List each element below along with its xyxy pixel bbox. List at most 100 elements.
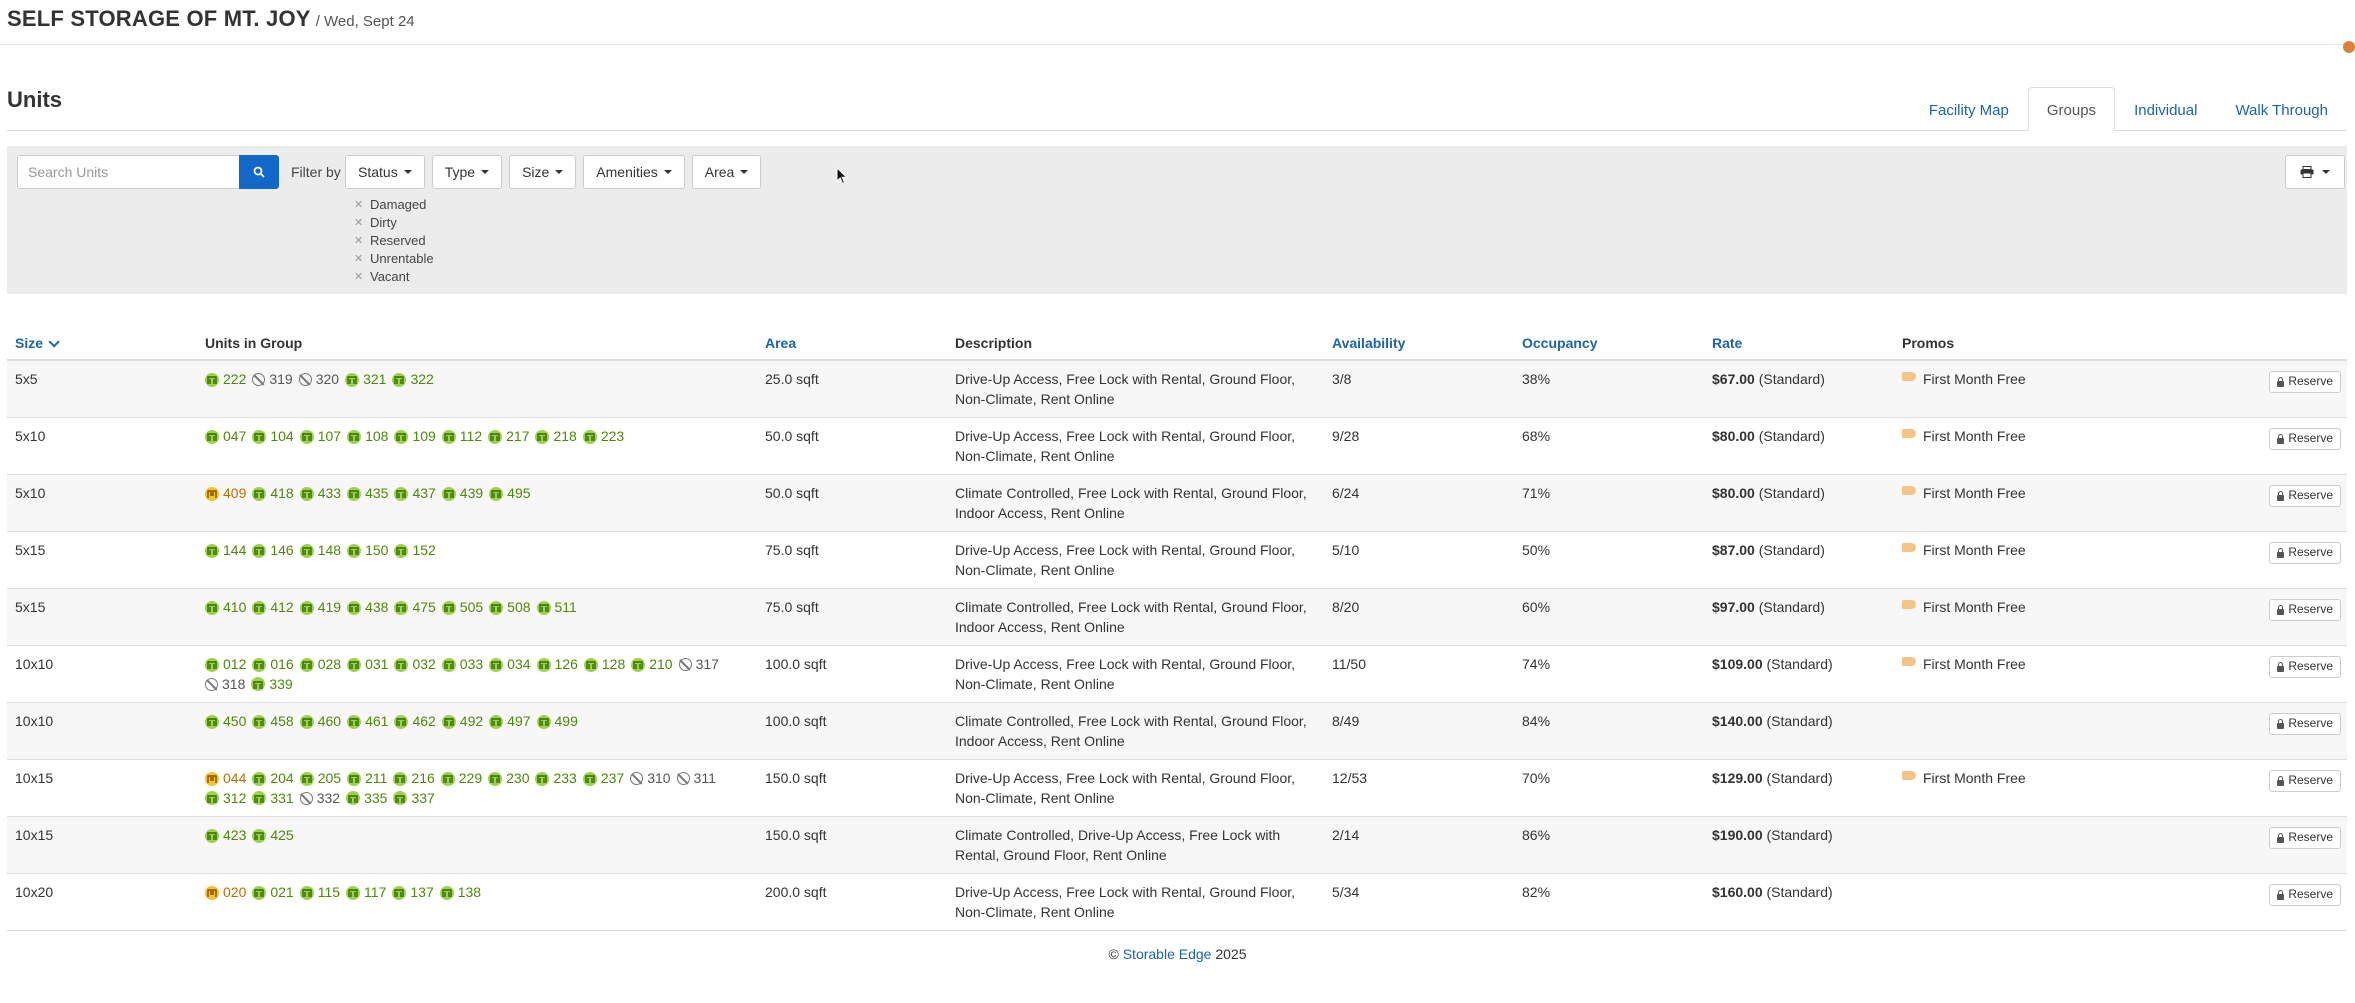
unit-link[interactable]: 425	[252, 826, 294, 846]
unit-link[interactable]: 138	[439, 883, 481, 903]
column-header-size[interactable]: Size	[7, 335, 197, 351]
column-header-area[interactable]: Area	[765, 334, 797, 351]
unit-link[interactable]: 115	[299, 883, 340, 903]
unit-link[interactable]: 044	[205, 769, 246, 789]
unit-link[interactable]: 210	[631, 655, 673, 675]
filter-chip-damaged[interactable]: ✕ Damaged	[354, 195, 434, 213]
size-filter-button[interactable]: Size	[509, 155, 577, 189]
unit-link[interactable]: 319	[252, 370, 293, 390]
unit-link[interactable]: 216	[393, 769, 435, 789]
unit-link[interactable]: 012	[205, 655, 246, 675]
column-header-occupancy[interactable]: Occupancy	[1522, 334, 1598, 351]
unit-link[interactable]: 034	[489, 655, 531, 675]
reserve-button[interactable]: Reserve	[2269, 485, 2341, 507]
unit-link[interactable]: 497	[489, 712, 531, 732]
unit-link[interactable]: 033	[441, 655, 483, 675]
column-header-rate[interactable]: Rate	[1712, 334, 1743, 351]
unit-link[interactable]: 412	[252, 598, 294, 618]
print-button[interactable]	[2285, 155, 2345, 189]
unit-link[interactable]: 205	[299, 769, 341, 789]
unit-link[interactable]: 152	[394, 541, 436, 561]
unit-link[interactable]: 032	[394, 655, 436, 675]
unit-link[interactable]: 117	[346, 883, 386, 903]
search-button[interactable]	[239, 155, 279, 189]
notification-dot[interactable]	[2343, 41, 2355, 53]
unit-link[interactable]: 321	[345, 370, 386, 390]
unit-link[interactable]: 505	[441, 598, 483, 618]
unit-link[interactable]: 450	[205, 712, 246, 732]
unit-link[interactable]: 317	[678, 655, 719, 675]
unit-link[interactable]: 461	[347, 712, 388, 732]
unit-link[interactable]: 107	[299, 427, 341, 447]
unit-link[interactable]: 419	[299, 598, 341, 618]
unit-link[interactable]: 218	[535, 427, 577, 447]
unit-link[interactable]: 229	[440, 769, 482, 789]
unit-link[interactable]: 418	[252, 484, 294, 504]
unit-link[interactable]: 028	[299, 655, 341, 675]
unit-link[interactable]: 146	[252, 541, 294, 561]
unit-link[interactable]: 211	[347, 769, 387, 789]
unit-link[interactable]: 460	[299, 712, 341, 732]
unit-link[interactable]: 318	[205, 675, 245, 695]
reserve-button[interactable]: Reserve	[2269, 656, 2341, 678]
tab-groups[interactable]: Groups	[2027, 87, 2116, 131]
unit-link[interactable]: 312	[205, 789, 246, 809]
unit-link[interactable]: 144	[205, 541, 246, 561]
unit-link[interactable]: 475	[394, 598, 436, 618]
unit-link[interactable]: 322	[392, 370, 434, 390]
unit-link[interactable]: 016	[252, 655, 294, 675]
reserve-button[interactable]: Reserve	[2269, 827, 2341, 849]
unit-link[interactable]: 410	[205, 598, 246, 618]
unit-link[interactable]: 233	[535, 769, 577, 789]
unit-link[interactable]: 230	[488, 769, 529, 789]
unit-link[interactable]: 217	[488, 427, 529, 447]
unit-link[interactable]: 437	[394, 484, 436, 504]
unit-link[interactable]: 339	[251, 675, 293, 695]
unit-link[interactable]: 310	[630, 769, 671, 789]
unit-link[interactable]: 492	[441, 712, 483, 732]
reserve-button[interactable]: Reserve	[2269, 542, 2341, 564]
unit-link[interactable]: 439	[441, 484, 483, 504]
reserve-button[interactable]: Reserve	[2269, 884, 2341, 906]
unit-link[interactable]: 031	[347, 655, 388, 675]
reserve-button[interactable]: Reserve	[2269, 770, 2341, 792]
tab-facility-map[interactable]: Facility Map	[1928, 102, 2009, 119]
filter-chip-unrentable[interactable]: ✕ Unrentable	[354, 249, 434, 267]
unit-link[interactable]: 021	[252, 883, 294, 903]
unit-link[interactable]: 137	[392, 883, 434, 903]
unit-link[interactable]: 337	[393, 789, 435, 809]
unit-link[interactable]: 311	[676, 769, 716, 789]
footer-link[interactable]: Storable Edge	[1122, 946, 1212, 962]
column-header-availability[interactable]: Availability	[1332, 334, 1406, 351]
reserve-button[interactable]: Reserve	[2269, 428, 2341, 450]
unit-link[interactable]: 150	[347, 541, 388, 561]
unit-link[interactable]: 332	[299, 789, 340, 809]
unit-link[interactable]: 112	[441, 427, 482, 447]
unit-link[interactable]: 462	[394, 712, 436, 732]
unit-link[interactable]: 409	[205, 484, 246, 504]
unit-link[interactable]: 222	[205, 370, 246, 390]
unit-link[interactable]: 047	[205, 427, 246, 447]
type-filter-button[interactable]: Type	[431, 155, 503, 189]
area-filter-button[interactable]: Area	[691, 155, 762, 189]
unit-link[interactable]: 499	[536, 712, 578, 732]
unit-link[interactable]: 511	[536, 598, 577, 618]
unit-link[interactable]: 438	[347, 598, 388, 618]
unit-link[interactable]: 237	[582, 769, 624, 789]
unit-link[interactable]: 126	[536, 655, 578, 675]
reserve-button[interactable]: Reserve	[2269, 713, 2341, 735]
unit-link[interactable]: 148	[299, 541, 341, 561]
amenities-filter-button[interactable]: Amenities	[583, 155, 685, 189]
unit-link[interactable]: 020	[205, 883, 246, 903]
unit-link[interactable]: 423	[205, 826, 246, 846]
filter-chip-vacant[interactable]: ✕ Vacant	[354, 267, 434, 285]
unit-link[interactable]: 108	[347, 427, 388, 447]
unit-link[interactable]: 320	[298, 370, 339, 390]
unit-link[interactable]: 508	[489, 598, 531, 618]
unit-link[interactable]: 495	[489, 484, 531, 504]
filter-chip-dirty[interactable]: ✕ Dirty	[354, 213, 434, 231]
unit-link[interactable]: 435	[347, 484, 388, 504]
unit-link[interactable]: 335	[346, 789, 387, 809]
unit-link[interactable]: 104	[252, 427, 294, 447]
status-filter-button[interactable]: Status	[345, 155, 425, 189]
